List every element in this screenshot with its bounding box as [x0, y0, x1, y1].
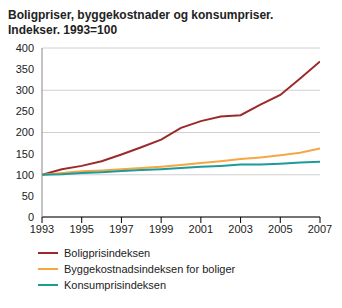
svg-text:100: 100: [16, 169, 34, 181]
svg-text:0: 0: [28, 211, 34, 223]
svg-text:2007: 2007: [308, 223, 332, 235]
svg-text:2003: 2003: [228, 223, 252, 235]
svg-text:250: 250: [16, 105, 34, 117]
svg-text:300: 300: [16, 84, 34, 96]
svg-text:1995: 1995: [69, 223, 93, 235]
svg-text:2005: 2005: [268, 223, 292, 235]
svg-text:350: 350: [16, 63, 34, 75]
svg-text:50: 50: [22, 190, 34, 202]
html-text:Byggekostnadsindeksen for boli: Byggekostnadsindeksen for boliger: [64, 263, 236, 275]
svg-text:1997: 1997: [109, 223, 133, 235]
html-text:Indekser. 1993=100: Indekser. 1993=100: [8, 23, 118, 37]
svg-text:400: 400: [16, 42, 34, 54]
svg-text:1999: 1999: [149, 223, 173, 235]
html-text:Konsumprisindeksen: Konsumprisindeksen: [64, 279, 167, 291]
svg-text:200: 200: [16, 126, 34, 138]
html-text:Boligpriser, byggekostnader og: Boligpriser, byggekostnader og konsumpri…: [8, 8, 274, 22]
svg-text:1993: 1993: [30, 223, 54, 235]
svg-text:2001: 2001: [189, 223, 213, 235]
html-text:Boligprisindeksen: Boligprisindeksen: [64, 247, 151, 259]
svg-text:150: 150: [16, 148, 34, 160]
